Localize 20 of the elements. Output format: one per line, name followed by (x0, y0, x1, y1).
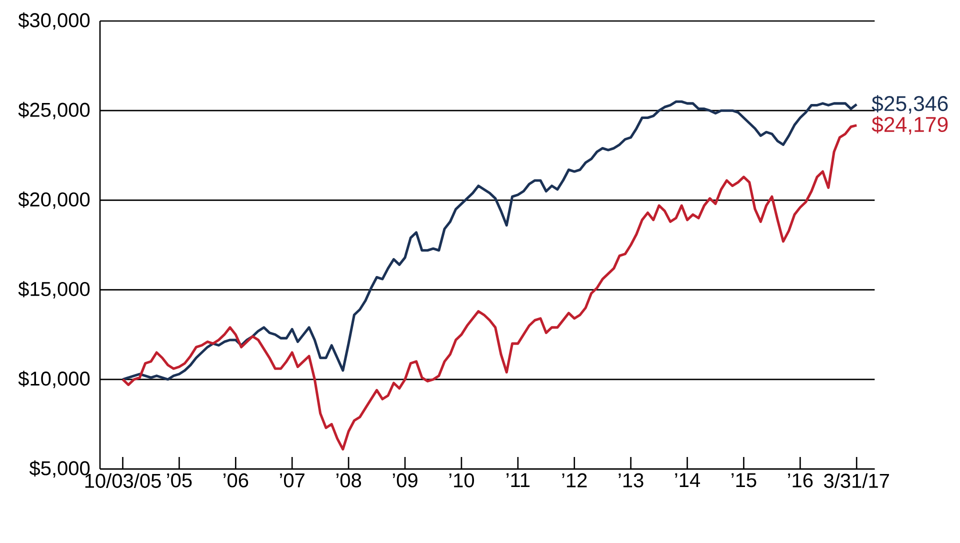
x-tick-label: ’07 (280, 473, 304, 488)
x-tick-label: ’06 (224, 473, 248, 488)
y-tick-label: $10,000 (18, 370, 90, 388)
x-tick-label: ’12 (562, 473, 587, 488)
y-tick-label: $30,000 (18, 12, 90, 30)
y-tick-label: $20,000 (18, 192, 90, 209)
x-tick-label: ’08 (336, 473, 362, 488)
x-tick-label: ’11 (506, 473, 530, 488)
x-tick-label: ’15 (732, 473, 756, 488)
x-tick-label: ’10 (449, 473, 474, 488)
x-tick-label: ’13 (618, 473, 644, 488)
y-tick-label: $15,000 (18, 281, 90, 298)
data-label: $24,179 (872, 116, 948, 135)
y-tick-label: $25,000 (18, 102, 90, 120)
x-tick-label: ’16 (788, 473, 813, 488)
data-label: $25,346 (872, 95, 948, 114)
x-tick-label: 3/31/17 (824, 473, 889, 488)
x-tick-label: ’05 (167, 473, 192, 488)
x-tick-label: ’09 (392, 473, 418, 488)
x-tick-label: ’14 (675, 473, 700, 488)
